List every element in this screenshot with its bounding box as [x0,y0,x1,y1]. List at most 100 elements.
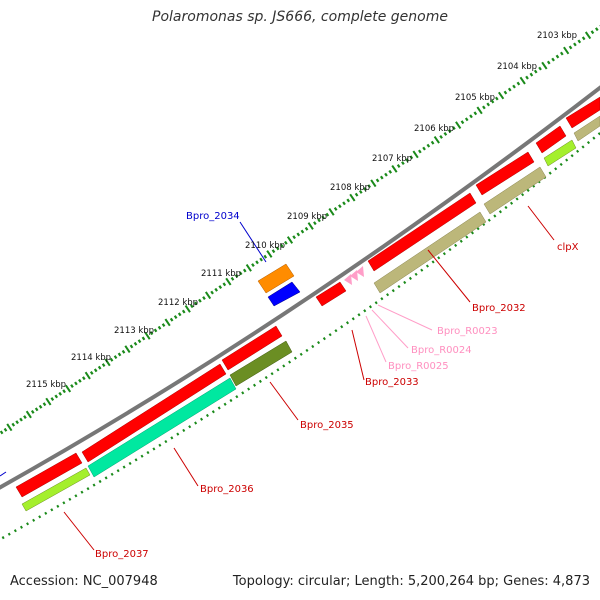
scale-tick-minor [97,365,102,370]
label-bpro-2033: Bpro_2033 [365,377,419,388]
scale-tick-minor [304,226,309,231]
scale-tick-minor [581,36,586,41]
label-bpro-2036: Bpro_2036 [200,484,254,495]
feature-bpro-2036-cds[interactable] [81,363,237,478]
scale-tick-minor [325,212,330,217]
scale-tick-major [541,61,548,70]
scale-tick-minor [426,143,431,148]
feature-gene-2103b[interactable] [565,96,600,142]
scale-tick-minor [516,81,521,86]
scale-tick-minor [469,114,473,119]
scale-tick-major [584,31,592,40]
feature-bpro-2037-cds[interactable] [15,452,91,512]
backbone-line [0,85,600,490]
inner-scale-ring [0,131,600,541]
scale-tick-minor [271,249,276,254]
scale-tick-minor [439,134,443,139]
scale-tick-minor [354,192,359,197]
scale-tick-minor [333,207,338,211]
label-bpro-r0025: Bpro_R0025 [388,361,449,372]
label-bpro-2034: Bpro_2034 [186,211,240,222]
scale-tick-minor [503,90,508,95]
scale-tick-minor [15,420,19,425]
scale-tick-minor [210,290,214,295]
scale-tick-minor [551,57,555,62]
scale-tick-major [370,179,377,188]
scale-label: 2110 kbp [245,241,285,251]
scale-tick-minor [137,339,142,344]
scale-tick-minor [279,243,284,248]
scale-tick-minor [292,235,296,240]
scale-tick-minor [101,363,106,367]
scale-tick-minor [490,99,495,104]
scale-label: 2115 kbp [26,380,66,390]
feature-gene-2103a[interactable] [535,125,577,167]
scale-tick-minor [242,268,247,273]
scale-tick-minor [222,282,227,287]
scale-tick-major [204,291,212,300]
scale-tick-minor [418,149,422,154]
scale-tick-minor [384,172,388,177]
scale-tick-minor [181,309,186,314]
scale-tick-minor [338,204,342,209]
scale-tick-major [65,384,72,393]
scale-tick-minor [58,391,62,396]
scale-tick-minor [214,287,218,292]
feature-bpro-2034-blue[interactable] [267,281,301,307]
scale-labels: 2103 kbp 2104 kbp 2105 kbp 2106 kbp 2107… [26,31,577,390]
scale-label: 2107 kbp [372,154,412,164]
genome-summary-text: Topology: circular; Length: 5,200,264 bp… [232,574,590,589]
scale-tick-major [124,345,131,354]
scale-tick-minor [169,317,174,322]
scale-tick-minor [218,285,223,290]
scale-tick-minor [559,51,564,56]
scale-label: 2108 kbp [330,183,370,193]
scale-tick-major [245,263,252,272]
scale-tick-minor [238,271,243,276]
scale-tick-minor [198,298,202,303]
scale-tick-minor [121,349,126,354]
scale-label: 2105 kbp [455,93,495,103]
scale-tick-minor [234,274,239,279]
scale-tick-major [519,76,526,85]
feature-trna-markers[interactable] [344,266,364,285]
scale-tick-minor [157,325,162,330]
scale-tick-minor [129,344,134,349]
scale-tick-minor [568,45,573,50]
scale-ring [0,25,600,435]
scale-tick-major [164,318,171,327]
scale-tick-minor [577,39,582,44]
scale-tick-minor [202,296,206,300]
scale-tick-minor [346,198,351,203]
scale-tick-minor [70,384,74,388]
scale-tick-minor [194,301,198,306]
scale-tick-major [184,305,191,313]
scale-tick-major [286,236,294,244]
feature-bpro-2034-orange[interactable] [257,263,295,294]
scale-tick-major [25,410,32,419]
scale-tick-major [498,91,505,100]
label-bpro-r0024: Bpro_R0024 [411,345,472,356]
scale-label: 2114 kbp [71,353,111,363]
scale-tick-minor [342,201,346,206]
feature-bpro-2033-cds[interactable] [315,281,347,307]
scale-tick-minor [443,132,448,136]
scale-tick-minor [50,397,55,401]
scale-tick-minor [259,257,263,262]
scale-tick-major [84,371,91,380]
scale-tick-minor [422,146,426,151]
scale-tick-minor [430,140,435,145]
label-bpro-r0023: Bpro_R0023 [437,326,498,337]
scale-tick-minor [275,246,280,251]
scale-tick-minor [23,415,27,419]
scale-tick-minor [255,260,259,265]
feature-bpro-2035-cds[interactable] [221,325,293,387]
label-bpro-2035: Bpro_2035 [300,420,354,431]
feature-clpx-cds[interactable] [475,151,547,215]
scale-tick-minor [358,189,363,194]
scale-label: 2106 kbp [414,124,454,134]
scale-tick-major [104,358,111,367]
scale-tick-minor [321,215,325,220]
scale-tick-minor [409,155,414,160]
scale-tick-major [455,121,462,130]
